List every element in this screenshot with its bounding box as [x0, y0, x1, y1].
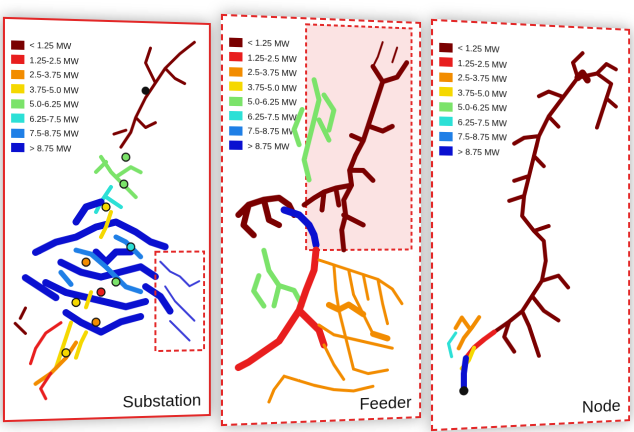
node-panel: < 1.25 MW 1.25-2.5 MW 2.5-3.75 MW 3.75-5…: [431, 19, 630, 431]
substation-marker: [112, 278, 120, 286]
substation-marker: [120, 180, 128, 188]
substation-marker: [82, 258, 90, 266]
substation-network-map: [5, 19, 209, 420]
substation-marker: [97, 288, 105, 296]
node-label: Node: [582, 396, 621, 417]
substation-marker: [122, 153, 130, 161]
substation-marker: [72, 298, 80, 306]
feeder-panel: < 1.25 MW 1.25-2.5 MW 2.5-3.75 MW 3.75-5…: [221, 14, 421, 426]
feeder-network-map: [223, 16, 419, 424]
node-network-map: [433, 21, 628, 429]
substation-panel: < 1.25 MW 1.25-2.5 MW 2.5-3.75 MW 3.75-5…: [3, 17, 211, 422]
substation-marker: [127, 243, 135, 251]
feeder-label: Feeder: [359, 393, 411, 415]
substation-marker: [62, 349, 70, 357]
substation-marker: [142, 87, 149, 94]
substation-marker: [92, 318, 100, 326]
node-marker: [459, 386, 468, 396]
substation-marker: [102, 203, 110, 211]
substation-label: Substation: [123, 391, 202, 413]
